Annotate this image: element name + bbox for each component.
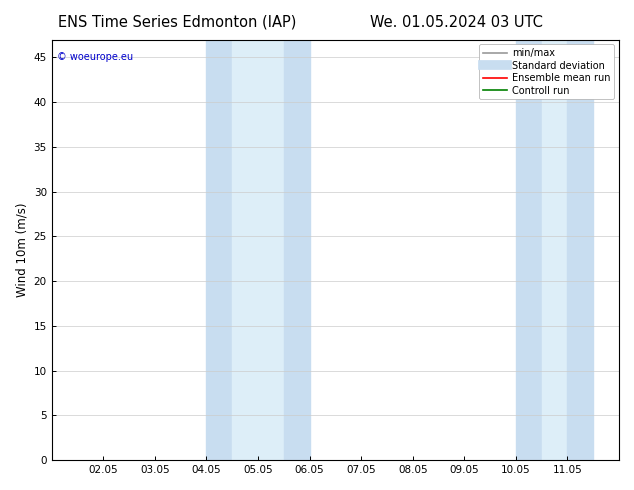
Bar [567,40,593,460]
Bar [516,40,541,460]
Bar [232,40,284,460]
Legend: min/max, Standard deviation, Ensemble mean run, Controll run: min/max, Standard deviation, Ensemble me… [479,45,614,99]
Bar [284,40,309,460]
Text: ENS Time Series Edmonton (IAP): ENS Time Series Edmonton (IAP) [58,15,297,30]
Y-axis label: Wind 10m (m/s): Wind 10m (m/s) [15,202,28,297]
Bar [207,40,232,460]
Text: We. 01.05.2024 03 UTC: We. 01.05.2024 03 UTC [370,15,543,30]
Bar [541,40,567,460]
Text: © woeurope.eu: © woeurope.eu [57,52,134,62]
